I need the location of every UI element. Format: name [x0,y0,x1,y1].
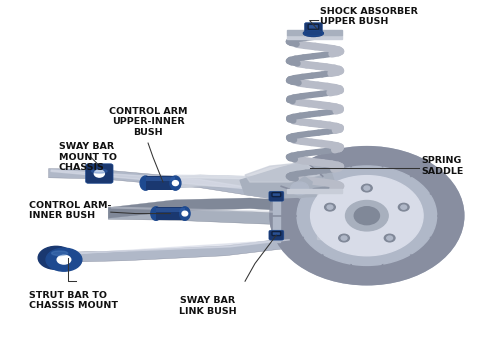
Circle shape [386,236,392,240]
Circle shape [401,205,406,209]
Circle shape [338,234,349,242]
Polygon shape [176,175,275,179]
Circle shape [310,176,423,256]
Ellipse shape [170,176,181,190]
FancyBboxPatch shape [269,191,284,201]
Polygon shape [51,240,290,255]
Polygon shape [146,177,176,181]
Polygon shape [108,207,312,225]
Circle shape [297,166,436,265]
Circle shape [398,203,409,211]
Polygon shape [290,177,312,198]
Ellipse shape [180,207,190,220]
Circle shape [270,147,464,285]
Circle shape [354,207,380,225]
Ellipse shape [304,30,324,36]
Polygon shape [240,162,334,198]
Polygon shape [156,207,185,220]
Ellipse shape [151,207,161,220]
Ellipse shape [304,30,324,36]
Text: SWAY BAR
MOUNT TO
CHASSIS: SWAY BAR MOUNT TO CHASSIS [58,142,116,172]
Text: CONTROL ARM
UPPER-INNER
BUSH: CONTROL ARM UPPER-INNER BUSH [109,107,188,137]
Ellipse shape [52,251,68,256]
Text: STRUT BAR TO
CHASSIS MOUNT: STRUT BAR TO CHASSIS MOUNT [28,291,118,310]
Circle shape [291,182,308,195]
FancyBboxPatch shape [269,230,284,240]
Ellipse shape [94,170,104,177]
Text: SWAY BAR
LINK BUSH: SWAY BAR LINK BUSH [179,296,236,316]
Circle shape [384,234,395,242]
Ellipse shape [92,169,107,173]
Polygon shape [317,191,324,239]
Polygon shape [288,35,342,39]
FancyBboxPatch shape [304,22,322,35]
Ellipse shape [38,246,74,270]
Polygon shape [41,233,300,263]
Circle shape [346,201,388,231]
Polygon shape [111,206,275,213]
Polygon shape [245,162,320,182]
Circle shape [341,236,347,240]
Circle shape [362,184,372,192]
Ellipse shape [50,253,63,262]
Text: SHOCK ABSORBER
UPPER BUSH: SHOCK ABSORBER UPPER BUSH [320,7,418,26]
Ellipse shape [46,248,82,271]
Polygon shape [48,169,285,205]
FancyBboxPatch shape [86,164,113,183]
Ellipse shape [270,147,464,285]
Polygon shape [288,30,342,35]
Polygon shape [274,200,280,242]
Ellipse shape [172,181,178,186]
Text: SPRING
SADDLE: SPRING SADDLE [422,156,464,176]
Text: CONTROL ARM-
INNER BUSH: CONTROL ARM- INNER BUSH [28,201,111,220]
Polygon shape [146,176,176,190]
Circle shape [364,186,370,190]
Polygon shape [314,191,327,239]
Ellipse shape [182,211,188,216]
Circle shape [324,203,336,211]
Polygon shape [108,198,300,218]
Polygon shape [156,208,185,212]
Circle shape [327,205,333,209]
Ellipse shape [140,176,151,190]
Ellipse shape [57,255,71,264]
Polygon shape [288,189,342,193]
Polygon shape [158,175,310,196]
FancyBboxPatch shape [308,24,318,29]
FancyBboxPatch shape [272,193,280,197]
FancyBboxPatch shape [272,232,280,236]
Polygon shape [51,170,270,191]
